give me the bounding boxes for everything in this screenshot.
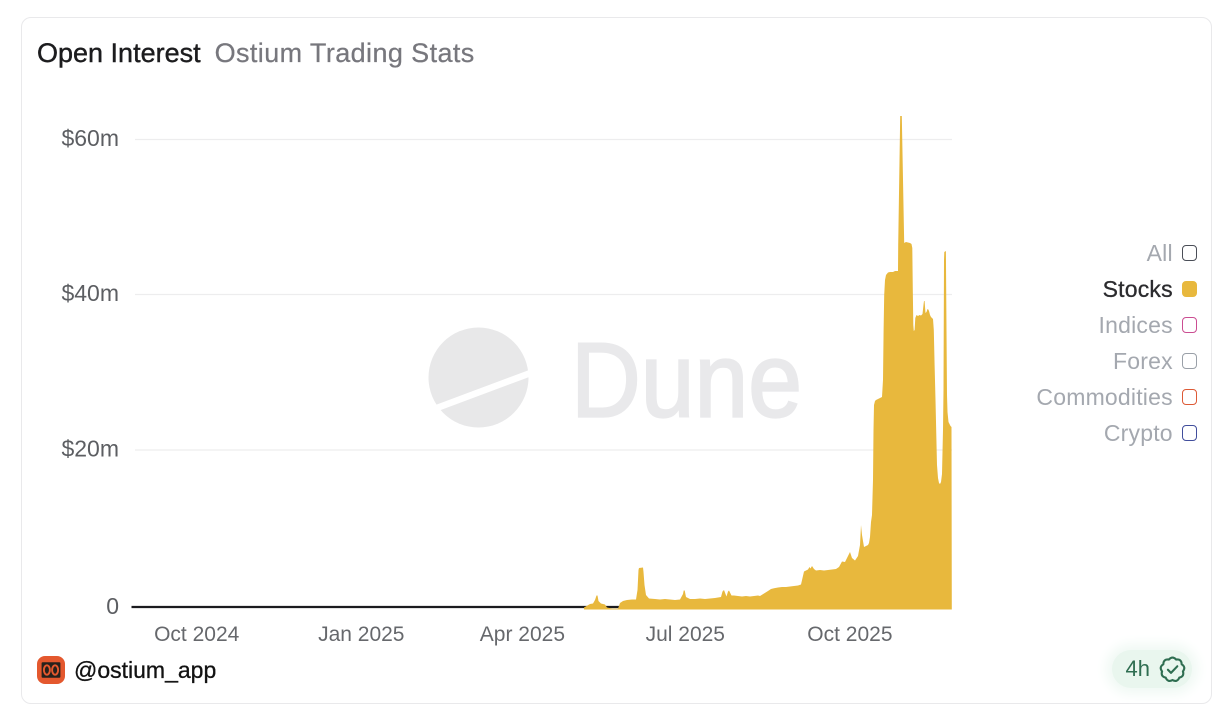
svg-text:Oct 2025: Oct 2025 bbox=[807, 623, 892, 646]
svg-text:Jul 2025: Jul 2025 bbox=[646, 623, 725, 646]
svg-text:Dune: Dune bbox=[571, 322, 802, 440]
svg-text:$20m: $20m bbox=[61, 436, 119, 462]
svg-text:Apr 2025: Apr 2025 bbox=[480, 623, 565, 646]
svg-text:Jan 2025: Jan 2025 bbox=[318, 623, 404, 646]
svg-text:$40m: $40m bbox=[61, 280, 119, 306]
svg-text:Oct 2024: Oct 2024 bbox=[154, 623, 240, 646]
svg-text:$60m: $60m bbox=[61, 125, 119, 151]
svg-text:0: 0 bbox=[106, 593, 119, 619]
